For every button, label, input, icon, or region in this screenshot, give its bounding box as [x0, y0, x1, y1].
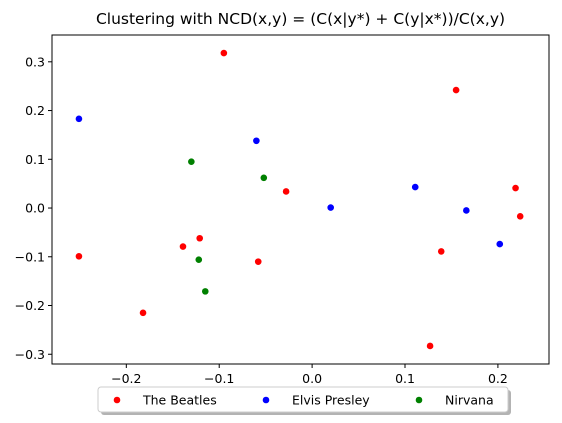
data-point-elvis-presley: [463, 207, 470, 214]
data-point-the-beatles: [452, 86, 460, 94]
data-point-elvis-presley: [411, 183, 419, 191]
y-tick-label: 0.2: [25, 103, 45, 118]
axes-frame: [51, 34, 550, 365]
chart-title: Clustering with NCD(x,y) = (C(x|y*) + C(…: [96, 10, 505, 28]
legend-label-the-beatles: The Beatles: [142, 393, 217, 408]
y-tick-label: 0.1: [25, 152, 45, 167]
data-point-nirvana: [201, 288, 209, 295]
legend-marker-nirvana: [415, 396, 423, 404]
x-tick-label: 0.0: [302, 371, 322, 386]
y-tick-label: −0.2: [15, 298, 45, 313]
y-tick-label: 0.0: [25, 201, 45, 216]
data-point-the-beatles: [75, 252, 83, 260]
data-point-nirvana: [195, 256, 203, 263]
legend: The Beatles Elvis Presley Nirvana: [97, 386, 511, 415]
legend-label-nirvana: Nirvana: [445, 393, 494, 408]
x-tick-label: 0.1: [395, 371, 415, 386]
legend-box: [97, 386, 509, 413]
data-point-the-beatles: [516, 213, 524, 220]
data-point-elvis-presley: [327, 204, 334, 211]
data-point-elvis-presley: [253, 137, 260, 145]
data-point-nirvana: [188, 158, 195, 166]
data-point-the-beatles: [282, 188, 290, 195]
y-tick-label: 0.3: [25, 54, 45, 69]
data-point-nirvana: [260, 174, 268, 182]
data-point-the-beatles: [220, 49, 228, 57]
x-tick-label: −0.2: [111, 371, 141, 386]
y-tick-label: −0.3: [15, 347, 45, 362]
legend-label-elvis-presley: Elvis Presley: [292, 393, 370, 408]
data-point-the-beatles: [179, 243, 187, 250]
legend-marker-the-beatles: [113, 396, 121, 404]
plot-area: −0.2 −0.1 0.0 0.1 0.2 −0.3 −0.2 −0.1 0.0 0.1 0.2 0.…: [15, 34, 550, 386]
x-tick-label: 0.2: [488, 371, 508, 386]
data-point-elvis-presley: [75, 115, 83, 123]
data-point-the-beatles: [254, 258, 262, 265]
data-point-elvis-presley: [496, 240, 504, 248]
data-point-the-beatles: [139, 309, 147, 317]
data-point-the-beatles: [196, 234, 204, 242]
data-point-the-beatles: [426, 342, 434, 350]
y-tick-label: −0.1: [15, 249, 45, 264]
x-tick-label: −0.1: [204, 371, 234, 386]
data-point-the-beatles: [512, 184, 519, 192]
data-point-the-beatles: [437, 248, 445, 255]
legend-marker-elvis-presley: [262, 396, 270, 404]
